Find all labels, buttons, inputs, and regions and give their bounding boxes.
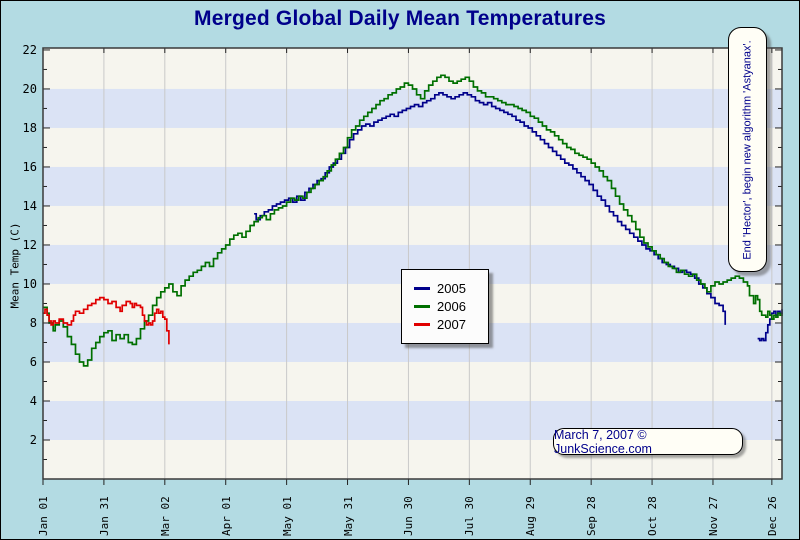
algorithm-note-text: End 'Hector', begin new algorithm 'Astya…: [741, 39, 754, 260]
x-tick-label: Oct 28: [646, 496, 660, 536]
x-tick-label: Dec 26: [765, 496, 779, 536]
x-tick-label: Mar 02: [158, 496, 172, 536]
date-stamp-callout: March 7, 2007 © JunkScience.com: [553, 427, 743, 456]
y-tick-label: 12: [22, 237, 37, 252]
legend-label-2006: 2006: [437, 299, 466, 314]
legend-line-swatch-2006: [414, 305, 430, 308]
shaded-band: [43, 88, 782, 128]
shaded-band: [43, 166, 782, 206]
y-tick-label: 14: [22, 198, 37, 213]
legend-line-swatch-2007: [414, 323, 430, 326]
y-tick-label: 4: [29, 393, 37, 408]
x-tick-label: Sep 28: [585, 496, 599, 536]
legend-line-swatch-2005: [414, 287, 430, 290]
x-tick-label: Nov 27: [706, 496, 720, 536]
date-stamp-text: March 7, 2007 © JunkScience.com: [554, 427, 652, 456]
y-tick-label: 20: [22, 81, 37, 96]
y-tick-label: 18: [22, 120, 37, 135]
x-tick-label: Jan 31: [97, 496, 111, 536]
series-line-2007: [43, 296, 170, 345]
chart-legend: 2005 2006 2007: [401, 269, 489, 344]
y-tick-label: 22: [22, 42, 37, 57]
legend-row-2005: 2005: [414, 281, 488, 296]
legend-label-2007: 2007: [437, 317, 466, 332]
series-line-2005: [254, 92, 727, 325]
plot-border: [42, 47, 783, 480]
x-tick-label: Aug 29: [524, 496, 538, 536]
y-tick-label: 2: [29, 432, 37, 447]
y-tick-label: 10: [22, 276, 37, 291]
y-axis-title: Mean Temp (C): [8, 222, 22, 309]
series-line-2006: [43, 74, 783, 367]
x-tick-label: Jul 30: [463, 496, 477, 536]
x-tick-label: Jun 30: [402, 496, 416, 536]
y-tick-label: 16: [22, 159, 37, 174]
algorithm-note-callout: End 'Hector', begin new algorithm 'Astya…: [728, 27, 767, 272]
x-tick-label: May 31: [341, 496, 355, 536]
series-line-2005: [757, 309, 783, 342]
legend-label-2005: 2005: [437, 281, 466, 296]
legend-row-2007: 2007: [414, 317, 488, 332]
y-tick-label: 8: [29, 315, 37, 330]
x-tick-label: May 01: [280, 496, 294, 536]
chart-title: Merged Global Daily Mean Temperatures: [194, 7, 606, 30]
legend-row-2006: 2006: [414, 299, 488, 314]
x-tick-label: Jan 01: [37, 496, 50, 536]
y-tick-label: 6: [29, 354, 37, 369]
x-tick-label: Apr 01: [219, 496, 233, 536]
temperature-plot-area: [42, 47, 783, 485]
